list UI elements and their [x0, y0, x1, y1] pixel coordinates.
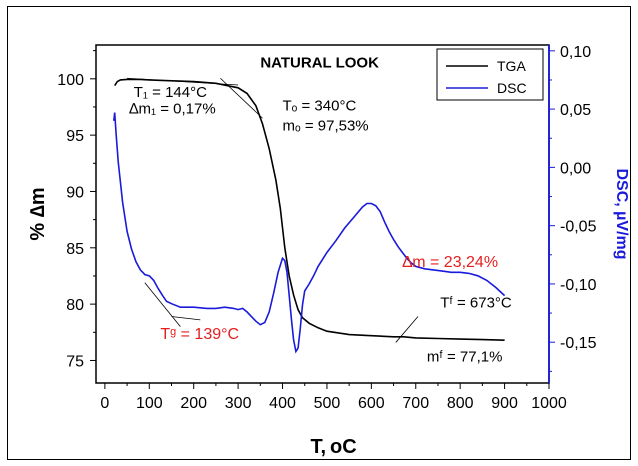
- annotation-label: ∆m = 23,24%: [402, 254, 498, 271]
- x-axis-title-text: T,: [310, 436, 326, 458]
- y-right-tick-label: 0,05: [560, 102, 591, 119]
- x-tick-label: 200: [180, 395, 207, 412]
- x-tick-label: 700: [402, 395, 429, 412]
- y-right-axis: 0,10 0,05 0,00 -0,05 -0,10 -0,15: [548, 44, 597, 383]
- x-tick-label: 100: [136, 395, 163, 412]
- annotation-label: mᶠ = 77,1%: [427, 349, 503, 366]
- y-left-axis-title: % ∆m: [27, 187, 49, 240]
- y-left-tick-label: 85: [66, 241, 84, 258]
- x-axis-title-unit: oC: [330, 436, 357, 458]
- legend-box: [436, 48, 544, 101]
- annotation-label: T₁ = 144°C: [134, 84, 207, 101]
- y-right-tick-label: -0,15: [560, 335, 597, 352]
- legend-tga-label: TGA: [497, 58, 526, 74]
- annotation-label: ∆m₁ = 0,17%: [129, 101, 215, 118]
- y-right-tick-label: 0,00: [560, 160, 591, 177]
- annotation-label: Tᶠ = 673°C: [440, 295, 512, 312]
- x-tick-label: 900: [491, 395, 518, 412]
- y-right-tick-label: -0,10: [560, 277, 597, 294]
- legend-dsc-label: DSC: [497, 80, 527, 96]
- x-axis-title: T, oC: [310, 436, 356, 458]
- y-right-tick-label: 0,10: [560, 44, 591, 61]
- y-left-tick-label: 95: [66, 128, 84, 145]
- x-tick-label: 0: [100, 395, 109, 412]
- x-tick-label: 1000: [531, 395, 567, 412]
- x-tick-label: 300: [225, 395, 252, 412]
- tangent-line: [144, 282, 181, 327]
- y-left-tick-label: 100: [57, 72, 84, 89]
- legend: TGA DSC: [436, 48, 544, 101]
- x-axis: 0 100 200 300 400 500 600 700 800 900 1000: [100, 383, 567, 412]
- y-left-tick-label: 75: [66, 353, 84, 370]
- dsc-series-line: [113, 112, 506, 354]
- x-tick-label: 400: [269, 395, 296, 412]
- tangent-line: [395, 316, 419, 343]
- annotation-label: NATURAL LOOK: [260, 55, 379, 72]
- annotations: NATURAL LOOK T₁ = 144°C∆m₁ = 0,17% Tₒ = 34…: [129, 55, 512, 366]
- tangent-line: [171, 316, 201, 321]
- x-tick-label: 600: [358, 395, 385, 412]
- tga-series-line: [114, 78, 505, 341]
- y-left-tick-label: 90: [66, 184, 84, 201]
- y-right-axis-title: DSC, µV/mg: [613, 168, 630, 259]
- x-tick-label: 500: [314, 395, 341, 412]
- annotation-label: mₒ = 97,53%: [283, 118, 369, 135]
- y-left-axis: 75 80 85 90 95 100: [57, 50, 96, 370]
- annotation-label: Tₒ = 340°C: [283, 97, 357, 114]
- y-left-tick-label: 80: [66, 297, 84, 314]
- y-right-tick-label: -0,05: [560, 219, 597, 236]
- tangent-line: [220, 77, 263, 119]
- annotation-label: Tᵍ = 139°C: [160, 326, 239, 343]
- x-tick-label: 800: [447, 395, 474, 412]
